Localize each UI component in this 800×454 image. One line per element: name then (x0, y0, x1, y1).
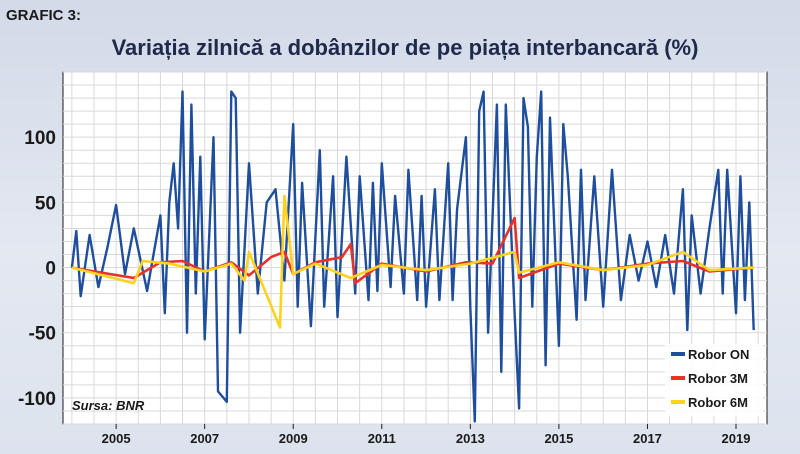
x-tick-label: 2009 (279, 431, 308, 446)
source-note: Sursa: BNR (72, 398, 145, 413)
series-line-robor-6m (71, 194, 754, 329)
x-tick-label: 2011 (368, 431, 396, 446)
y-tick-label: 0 (45, 259, 56, 280)
legend-label-robor-on: Robor ON (688, 347, 749, 362)
figure-tag: GRAFIC 3: (6, 7, 81, 24)
y-tick-label: -50 (29, 324, 56, 345)
axes: -100 -50 0 50 100 2005 2007 2009 2011 2013 2015 201… (18, 128, 750, 446)
legend-item-robor-on: Robor ON (671, 347, 749, 362)
x-tick-label: 2015 (544, 431, 573, 446)
y-tick-label: 100 (24, 128, 56, 149)
legend: Robor ON Robor 3M Robor 6M (665, 344, 763, 416)
series-line-robor-on (70, 90, 755, 423)
y-tick-label: -100 (18, 389, 56, 410)
legend-item-robor-3m: Robor 3M (671, 371, 748, 386)
chart-title: Variația zilnică a dobânzilor de pe piaț… (112, 35, 699, 60)
x-tick-label: 2007 (190, 431, 219, 446)
legend-label-robor-3m: Robor 3M (688, 371, 748, 386)
x-tick-label: 2017 (633, 431, 662, 446)
x-tick-label: 2019 (722, 431, 751, 446)
legend-label-robor-6m: Robor 6M (688, 395, 748, 410)
legend-item-robor-6m: Robor 6M (671, 395, 748, 410)
x-tick-label: 2005 (102, 431, 131, 446)
series-group (70, 90, 755, 423)
y-tick-label: 50 (35, 193, 56, 214)
x-tick-label: 2013 (456, 431, 485, 446)
